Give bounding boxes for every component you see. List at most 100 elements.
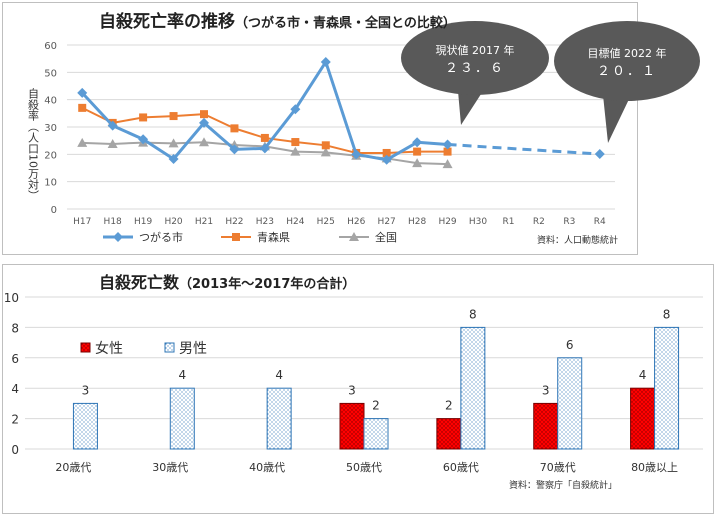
bar-value-label: 2 (372, 399, 380, 413)
line-point (321, 141, 330, 150)
bar-ytick-label: 0 (11, 443, 19, 457)
line-xtick-label: H27 (378, 217, 396, 227)
bar-value-label: 6 (566, 338, 574, 352)
bar-xtick-label: 50歳代 (346, 461, 382, 474)
line-chart-ylabel: 自殺率（人口10万対） (27, 88, 40, 201)
legend-series-label: つがる市 (139, 230, 183, 244)
line-point (168, 153, 179, 164)
bar-value-label: 8 (663, 307, 671, 321)
line-point (78, 103, 87, 112)
line-xtick-label: H20 (164, 217, 182, 227)
line-point (413, 147, 422, 156)
line-ytick-label: 30 (44, 123, 57, 134)
legend-bar-label: 女性 (95, 340, 123, 357)
line-point (291, 138, 300, 147)
legend-bar-swatch (80, 342, 91, 353)
line-point (412, 158, 423, 168)
bar-male (72, 402, 98, 450)
bar-female (630, 387, 656, 450)
line-chart-title: 自殺死亡率の推移（つがる市・青森県・全国との比較） (99, 11, 456, 32)
bar-value-label: 8 (469, 307, 477, 321)
line-point (77, 137, 88, 147)
line-point (260, 133, 269, 142)
line-point (412, 137, 423, 148)
bar-ytick-label: 8 (11, 321, 19, 335)
line-point (381, 154, 392, 165)
line-xtick-label: H17 (73, 217, 91, 227)
bar-value-label: 3 (348, 383, 356, 397)
line-point (320, 56, 331, 67)
bar-value-label: 3 (82, 383, 90, 397)
line-xtick-label: H21 (195, 217, 213, 227)
bar-xtick-label: 40歳代 (249, 461, 285, 474)
line-xtick-label: H23 (256, 217, 274, 227)
line-xtick-label: H18 (104, 217, 122, 227)
line-xtick-label: H24 (286, 217, 304, 227)
suicide-count-chart-panel: 0 2 4 6 8 10 20歳代 30歳代 40歳代 50歳代 60歳代 70歳代 80歳以上 3 4… (2, 264, 714, 514)
callout-line1: 目標値 2022 年 (588, 46, 667, 60)
line-point (199, 117, 209, 128)
callout-line2: ２３．６ (445, 61, 505, 76)
line-point (200, 110, 208, 119)
line-point (290, 104, 301, 115)
bar-female (339, 402, 365, 450)
line-chart-source: 資料：人口動態統計 (537, 234, 618, 246)
line-point (169, 112, 178, 121)
bar-ytick-label: 6 (11, 352, 19, 366)
bar-chart-title: 自殺死亡数（2013年～2017年の合計） (99, 273, 355, 292)
bar-xtick-label: 70歳代 (540, 461, 576, 474)
line-xtick-label: H30 (469, 217, 487, 227)
suicide-rate-line-chart: 0 10 20 30 40 50 60 H17 H18 H19 H20 H21 H22 H23 H24 H2… (27, 11, 700, 246)
line-ytick-label: 0 (51, 205, 57, 216)
bar-female (533, 402, 559, 450)
suicide-rate-chart-panel: 0 10 20 30 40 50 60 H17 H18 H19 H20 H21 H22 H23 H24 H2… (2, 2, 700, 255)
line-point (320, 147, 331, 157)
line-point (139, 113, 148, 122)
line-xtick-label: H26 (347, 217, 365, 227)
line-point (594, 149, 605, 160)
bar-male (654, 326, 680, 450)
line-point (351, 149, 362, 160)
line-point (259, 143, 270, 154)
line-point (232, 233, 240, 241)
legend-bar-swatch (164, 342, 175, 353)
bar-xtick-label: 80歳以上 (631, 461, 678, 474)
line-point (349, 232, 359, 241)
line-point (113, 232, 123, 242)
line-xtick-label: H29 (438, 217, 456, 227)
bar-xtick-label: 20歳代 (55, 461, 91, 474)
bar-xtick-label: 60歳代 (443, 461, 479, 474)
line-ytick-label: 60 (44, 41, 57, 52)
line-point (77, 87, 88, 98)
bar-value-label: 4 (275, 368, 283, 382)
line-ytick-label: 10 (44, 178, 57, 189)
bar-value-label: 4 (178, 368, 186, 382)
line-point (229, 144, 240, 155)
projection-line (447, 142, 600, 156)
line-point (442, 159, 453, 169)
line-xtick-label: H25 (317, 217, 335, 227)
line-ytick-label: 50 (44, 68, 57, 79)
legend-series-label: 全国 (375, 230, 397, 244)
line-xtick-label: H19 (134, 217, 152, 227)
line-ytick-label: 20 (44, 150, 57, 161)
bar-value-label: 3 (542, 383, 550, 397)
bar-male (266, 387, 292, 450)
bar-ytick-label: 10 (4, 291, 19, 305)
bar-ytick-label: 2 (11, 413, 19, 427)
line-point (107, 138, 118, 148)
line-xtick-label: R4 (594, 217, 606, 227)
callout-bubble: 目標値 2022 年 ２０．１ (554, 21, 700, 143)
callout-line2: ２０．１ (597, 64, 657, 79)
line-ytick-label: 40 (44, 96, 57, 107)
line-xtick-label: H22 (225, 217, 243, 227)
line-point (138, 134, 149, 145)
line-point (443, 147, 452, 156)
callout-bubble: 現状値 2017 年 ２３．６ (401, 21, 549, 125)
bar-ytick-label: 4 (11, 382, 19, 396)
line-xtick-label: H28 (408, 217, 426, 227)
bar-xtick-label: 30歳代 (152, 461, 188, 474)
bar-female (436, 418, 462, 450)
bar-value-label: 4 (639, 368, 647, 382)
legend-bar-label: 男性 (179, 341, 207, 357)
